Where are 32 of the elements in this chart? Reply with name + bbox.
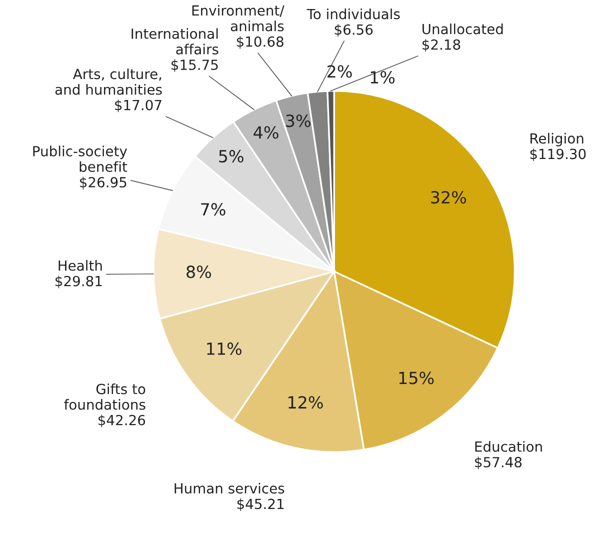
data-label: $15.75 bbox=[172, 59, 218, 72]
slice-label: To individuals bbox=[306, 8, 400, 20]
data-label: $29.81 bbox=[56, 276, 102, 288]
text: 5% bbox=[219, 150, 244, 163]
text: 15% bbox=[399, 372, 434, 384]
data-label: $10.68 bbox=[236, 36, 284, 49]
slice-label: Education bbox=[475, 441, 542, 452]
text: 32% bbox=[431, 191, 466, 204]
text: 7% bbox=[201, 203, 226, 216]
data-label: $42.26 bbox=[98, 414, 146, 428]
data-label: $26.95 bbox=[80, 176, 126, 190]
data-label: $6.56 bbox=[334, 24, 373, 37]
text: 4% bbox=[254, 126, 278, 139]
text: 8% bbox=[186, 266, 211, 278]
data-label: $45.21 bbox=[237, 498, 284, 512]
data-label: $17.07 bbox=[115, 100, 162, 112]
slice-label: Arts, culture, and humanities bbox=[55, 68, 162, 95]
text: 11% bbox=[207, 342, 242, 356]
text: 2% bbox=[328, 65, 352, 78]
slice-label: Religion bbox=[530, 132, 584, 146]
data-label: $2.18 bbox=[422, 39, 460, 52]
text: 1% bbox=[370, 70, 395, 84]
data-label: $119.30 bbox=[530, 148, 586, 162]
data-label: $57.48 bbox=[475, 456, 522, 470]
text: 3% bbox=[286, 114, 310, 128]
slice-label: Unallocated bbox=[422, 24, 503, 34]
slice-label: Public-society benefit bbox=[33, 146, 128, 172]
text: 12% bbox=[288, 396, 323, 409]
slice-label: Health bbox=[58, 260, 102, 271]
slice-label: International affairs bbox=[132, 28, 218, 54]
slice-label: Human services bbox=[174, 482, 284, 494]
slice-label: Gifts to foundations bbox=[64, 384, 146, 410]
